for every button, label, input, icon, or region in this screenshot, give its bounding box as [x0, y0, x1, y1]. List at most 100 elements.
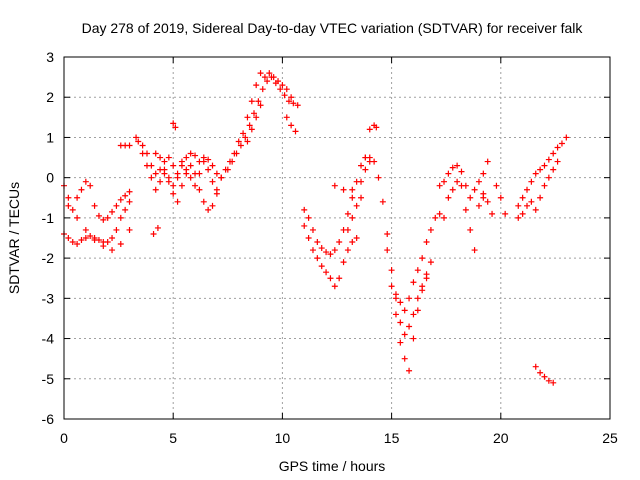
data-point-arc-3b — [259, 86, 266, 93]
data-point-arc-5c — [427, 226, 434, 233]
data-point-arc-1a — [78, 186, 85, 193]
data-point-arc-5a — [384, 230, 391, 237]
data-point-arc-1b — [78, 237, 85, 244]
data-point-arc-7b — [537, 194, 544, 201]
data-point-arc-7c — [532, 363, 539, 370]
data-point-arc-6a — [471, 186, 478, 193]
data-point-arc-4b — [305, 235, 312, 241]
x-axis-label: GPS time / hours — [279, 458, 386, 474]
data-point-arc-4c — [331, 182, 338, 189]
data-point-arc-2a — [126, 142, 133, 149]
data-point-arc-7a — [532, 170, 539, 177]
data-point-arc-3b — [237, 142, 244, 149]
data-point-arc-5c — [419, 255, 426, 262]
data-point-arc-7b — [515, 214, 522, 221]
y-axis-label: SDTVAR / TECUs — [6, 182, 22, 294]
data-point-arc-7a — [515, 202, 522, 209]
data-point-arc-1a — [74, 194, 81, 201]
data-point-arc-4a — [358, 162, 365, 169]
data-point-arc-6b — [454, 178, 461, 185]
data-point-arc-1a — [91, 202, 98, 209]
data-point-arc-1c — [82, 226, 89, 233]
data-point-arc-6c — [497, 194, 504, 201]
data-point-arc-6a — [458, 168, 465, 175]
data-point-arc-1b — [126, 198, 133, 205]
data-point-arc-4a — [318, 245, 325, 252]
data-point-arc-4b — [331, 283, 338, 290]
data-point-arc-4b — [309, 247, 316, 254]
data-point-arc-6b — [471, 247, 478, 254]
y-tick-label: 2 — [46, 89, 54, 105]
data-point-arc-3c — [244, 138, 251, 145]
data-point-arc-4c — [373, 124, 380, 131]
data-point-arc-5a — [410, 311, 417, 318]
y-tick-label: -5 — [42, 371, 55, 387]
data-point-arc-4d — [362, 166, 369, 173]
data-point-arc-2a — [133, 134, 140, 141]
data-point-arc-1a — [95, 212, 102, 219]
data-point-arc-1b — [113, 226, 120, 233]
data-point-arc-6b — [462, 206, 469, 213]
data-point-arc-5c — [423, 239, 430, 246]
data-point-arc-2b — [209, 202, 216, 209]
data-point-arc-2b — [178, 182, 185, 189]
data-point-arc-5b — [410, 335, 417, 342]
chart-title: Day 278 of 2019, Sidereal Day-to-day VTE… — [82, 20, 584, 36]
data-point-arc-7b — [545, 174, 552, 181]
data-point-arc-2b — [170, 190, 177, 197]
data-point-arc-4a — [323, 249, 330, 256]
data-point-arc-2a — [170, 162, 177, 169]
data-point-arc-7c — [541, 373, 548, 380]
data-point-arc-3b — [224, 166, 231, 173]
data-point-arc-7b — [532, 206, 539, 213]
data-point-arc-6c — [502, 210, 509, 217]
data-point-arc-1c — [126, 226, 133, 233]
data-point-arc-2b — [143, 162, 150, 169]
data-point-arc-1c — [100, 243, 107, 250]
data-point-arc-5b — [397, 339, 404, 346]
y-tick-label: -3 — [42, 290, 55, 306]
data-point-arc-3c — [288, 122, 295, 129]
data-point-arc-3b — [294, 102, 301, 109]
data-point-arc-6a — [449, 164, 456, 171]
data-point-arc-3b — [281, 92, 288, 99]
data-point-arc-5c — [414, 267, 421, 274]
data-point-arc-3a — [248, 98, 255, 105]
data-point-arc-5c — [436, 210, 443, 217]
data-point-arc-7a — [545, 156, 552, 163]
data-point-arc-3a — [218, 174, 225, 181]
data-point-arc-4b — [340, 259, 347, 266]
data-point-arc-1b — [109, 235, 116, 241]
data-point-arc-5c — [397, 299, 404, 306]
data-point-arc-5b — [384, 247, 391, 254]
data-point-arc-3a — [261, 74, 268, 81]
data-point-arc-1a — [100, 216, 107, 223]
data-point-arc-7b — [550, 166, 557, 173]
data-point-arc-7b — [554, 158, 561, 165]
data-point-arc-3c — [253, 114, 260, 121]
y-tick-label: -4 — [42, 331, 55, 347]
data-point-arc-5a — [401, 331, 408, 338]
data-point-arc-7c — [550, 379, 557, 386]
data-point-arc-1a — [126, 188, 133, 195]
data-point-arc-4d — [358, 194, 365, 201]
data-point-arc-4d — [371, 158, 378, 165]
data-point-arc-4b — [327, 275, 334, 282]
data-point-arc-1c — [91, 237, 98, 244]
data-point-arc-2a — [213, 170, 220, 177]
data-point-arc-1a — [69, 206, 76, 213]
data-point-arc-2a — [187, 150, 194, 157]
y-tick-label: -6 — [42, 411, 55, 427]
data-point-arc-1b — [82, 235, 89, 241]
data-point-arc-6c — [489, 210, 496, 217]
data-point-arc-3a — [279, 82, 286, 89]
data-point-arc-6b — [449, 186, 456, 193]
data-point-arc-2a — [165, 154, 172, 161]
data-point-arc-1b — [65, 235, 72, 241]
x-tick-label: 25 — [602, 430, 618, 446]
data-point-arc-4b — [301, 222, 308, 229]
data-point-arc-2a — [152, 170, 159, 177]
data-point-arc-3a — [213, 186, 220, 193]
data-point-arc-3b — [277, 86, 284, 93]
